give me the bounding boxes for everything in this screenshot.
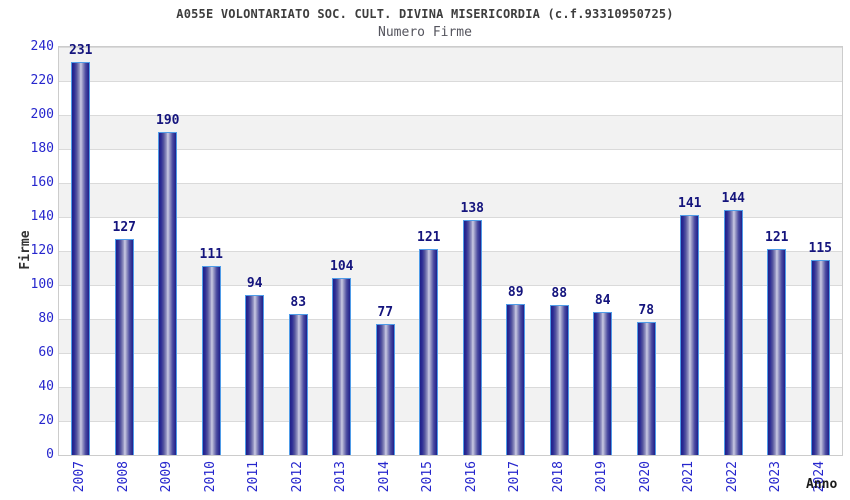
bar-2013 (332, 278, 352, 455)
x-tick-label-2017: 2017 (507, 461, 523, 493)
x-tick-label-2022: 2022 (724, 461, 740, 493)
bar-value-label-2010: 111 (199, 247, 223, 263)
bar-2023 (767, 249, 787, 455)
bar-value-label-2011: 94 (246, 276, 263, 292)
x-tick-label-2018: 2018 (550, 461, 566, 493)
y-tick-label-80: 80 (38, 310, 54, 326)
y-tick-label-240: 240 (30, 38, 54, 54)
bar-2010 (201, 266, 221, 455)
bar-value-label-2021: 141 (678, 196, 702, 212)
y-tick-label-120: 120 (30, 242, 54, 258)
y-tick-label-0: 0 (46, 446, 54, 462)
bar-2009 (158, 132, 178, 455)
bar-2017 (506, 303, 526, 455)
y-tick-label-100: 100 (30, 276, 54, 292)
x-axis-tick-labels: 2007 2008 2009 2010 2011 2012 2013 2014 2015 2016… (58, 461, 841, 500)
bar-value-label-2015: 121 (417, 230, 441, 246)
bar-value-label-2018: 88 (551, 286, 568, 302)
bar-value-label-2008: 127 (112, 220, 136, 236)
bar-2007 (71, 62, 91, 455)
bar-value-label-2023: 121 (765, 230, 789, 246)
bar-value-label-2022: 144 (721, 191, 745, 207)
y-tick-label-40: 40 (38, 378, 54, 394)
bar-value-label-2024: 115 (808, 240, 832, 256)
bar-value-label-2020: 78 (638, 303, 655, 319)
bar-value-label-2014: 77 (377, 305, 394, 321)
y-axis-title-text: Firme (18, 230, 33, 270)
bar-value-label-2007: 231 (69, 43, 93, 59)
x-axis-title: Anno (806, 477, 838, 492)
bar-2014 (375, 324, 395, 455)
bar-2019 (593, 312, 613, 455)
x-tick-label-2019: 2019 (594, 461, 610, 493)
bar-value-label-2019: 84 (594, 293, 611, 309)
x-tick-label-2015: 2015 (420, 461, 436, 493)
plot-area: 231 127 190 111 94 83 104 77 121 138 89 88 84 78 141 14… (58, 43, 843, 456)
bar-2015 (419, 249, 439, 455)
x-tick-label-2009: 2009 (159, 461, 175, 493)
y-axis-title: Firme (18, 230, 33, 269)
x-tick-label-2013: 2013 (333, 461, 349, 493)
bar-2022 (723, 210, 743, 455)
bar-2020 (636, 322, 656, 455)
x-tick-label-2020: 2020 (637, 461, 653, 493)
bar-2008 (114, 239, 134, 455)
bar-2024 (810, 259, 830, 455)
x-tick-label-2007: 2007 (72, 461, 88, 493)
bar-value-label-2017: 89 (507, 284, 524, 300)
y-tick-label-60: 60 (38, 344, 54, 360)
bar-value-label-2013: 104 (330, 259, 354, 275)
x-tick-label-2014: 2014 (376, 461, 392, 493)
y-tick-label-220: 220 (30, 72, 54, 88)
y-tick-label-140: 140 (30, 208, 54, 224)
x-tick-label-2012: 2012 (289, 461, 305, 493)
y-tick-label-160: 160 (30, 174, 54, 190)
y-tick-label-180: 180 (30, 140, 54, 156)
y-tick-label-20: 20 (38, 412, 54, 428)
bar-2018 (549, 305, 569, 455)
x-tick-label-2021: 2021 (681, 461, 697, 493)
x-tick-label-2010: 2010 (202, 461, 218, 493)
chart-subtitle: Numero Firme (378, 25, 472, 40)
x-tick-label-2011: 2011 (246, 461, 262, 493)
bar-value-label-2009: 190 (156, 113, 180, 128)
bar-2016 (462, 220, 482, 455)
bar-value-label-2012: 83 (290, 294, 307, 310)
x-tick-label-2008: 2008 (115, 461, 131, 493)
x-tick-label-2016: 2016 (463, 461, 479, 493)
bar-2011 (245, 295, 265, 455)
y-tick-label-200: 200 (30, 106, 54, 122)
x-tick-label-2023: 2023 (768, 461, 784, 493)
bar-2021 (680, 215, 700, 455)
bar-value-label-2016: 138 (460, 201, 484, 217)
bar-2012 (288, 313, 308, 455)
chart-title: A055E VOLONTARIATO SOC. CULT. DIVINA MIS… (176, 7, 674, 21)
